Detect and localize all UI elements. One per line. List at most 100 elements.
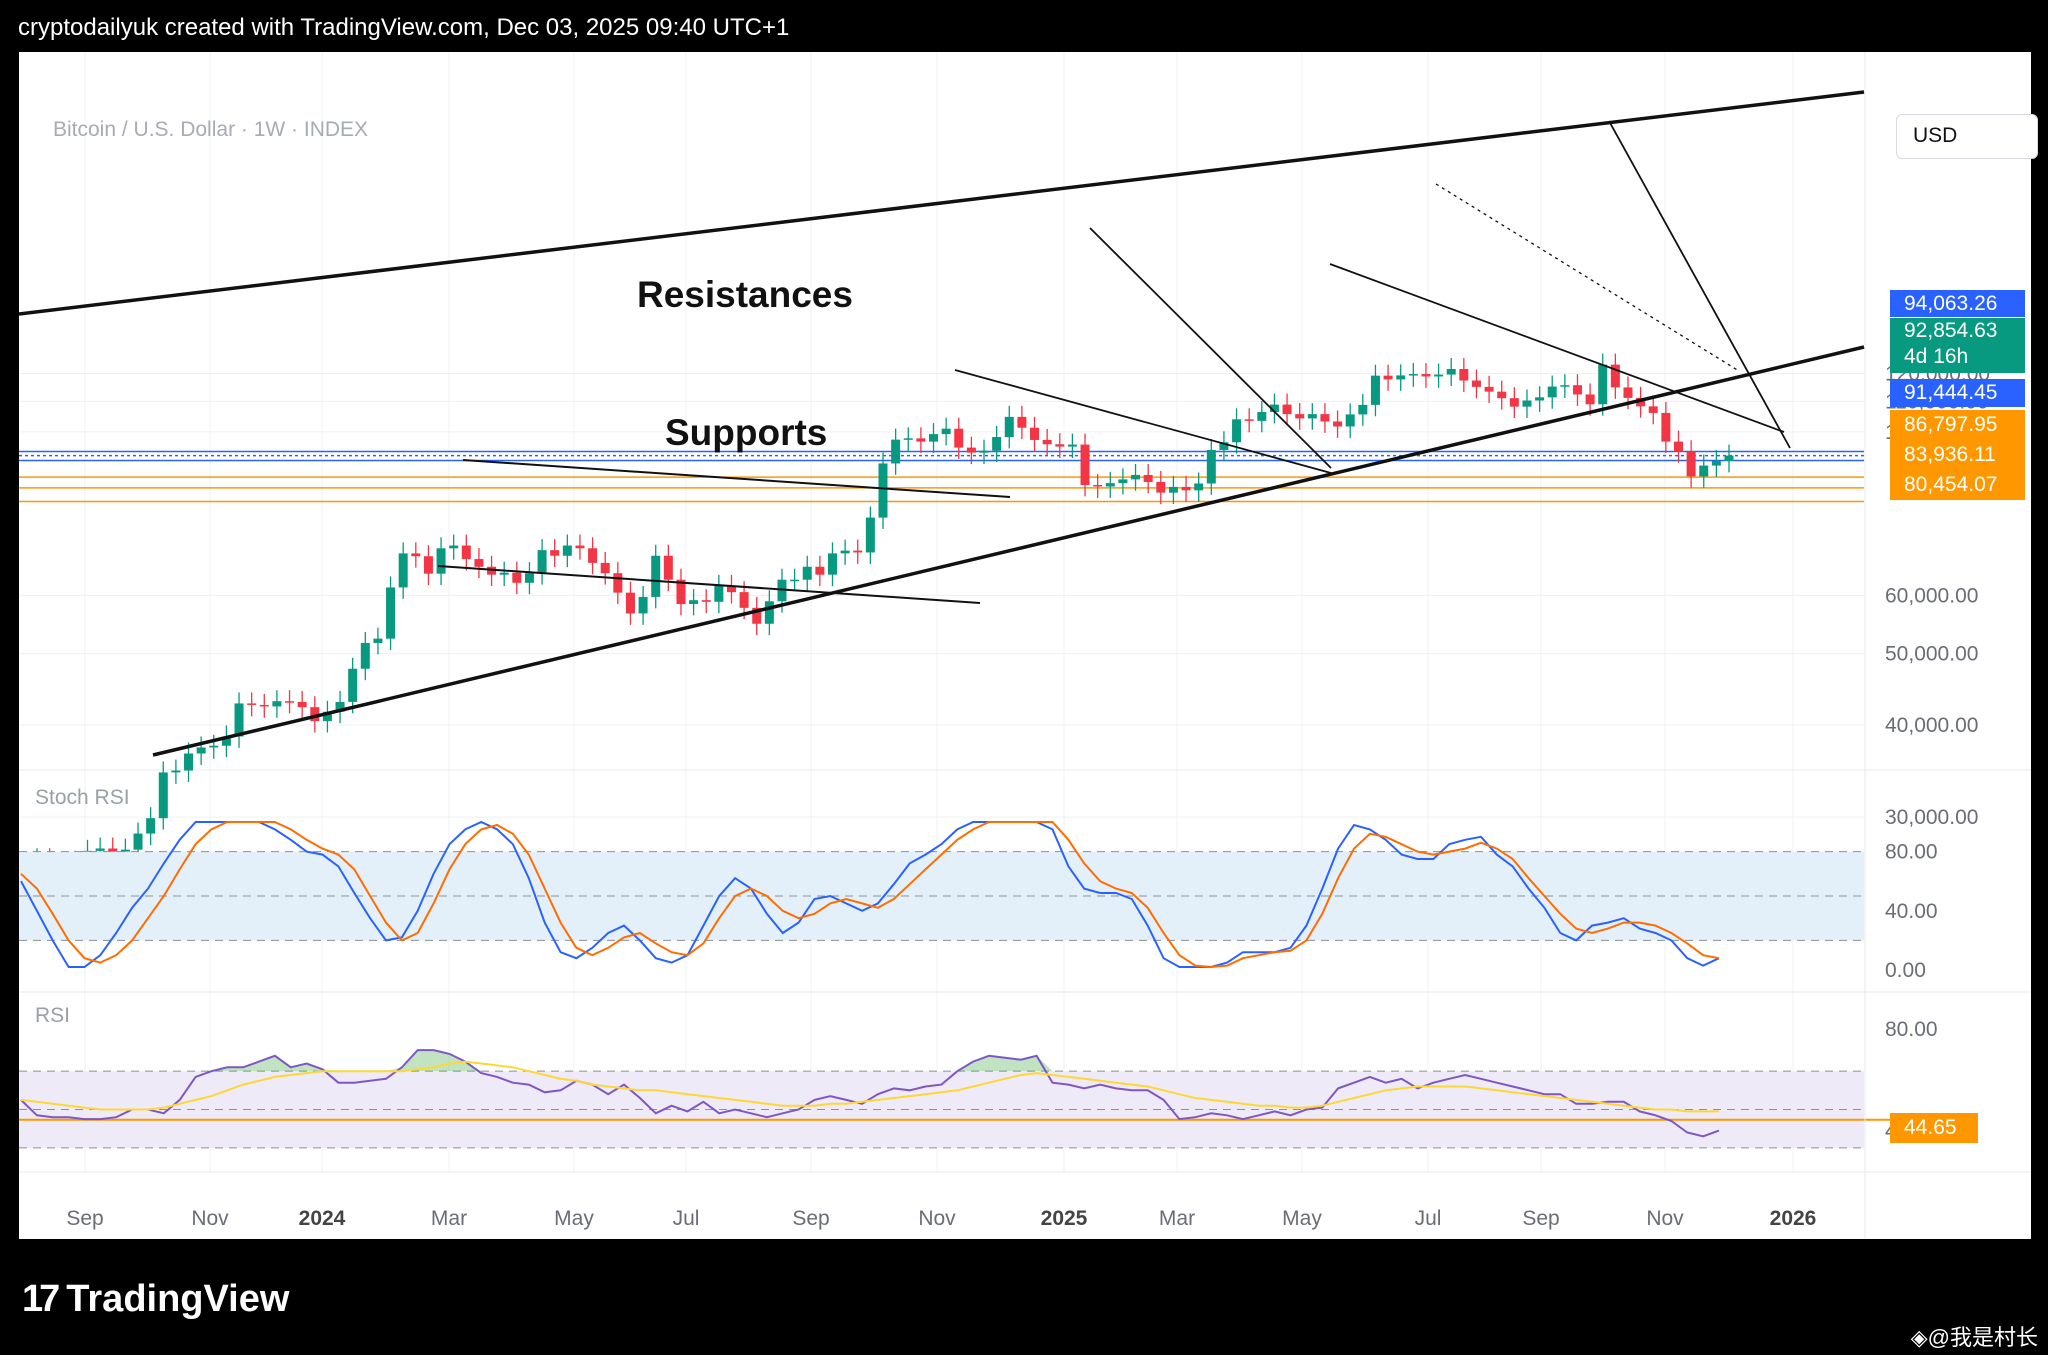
watermark: ◈@我是村长 [1910,1325,2038,1350]
chart-panel[interactable]: 120,000.00110,000.00100,000.0060,000.005… [19,52,2038,1239]
price-chart[interactable]: 120,000.00110,000.00100,000.0060,000.005… [19,52,2031,1239]
time-tick-label: Sep [792,1207,829,1230]
candle-body [1636,397,1646,407]
price-badge-83936: 83,936.11 [1890,440,2025,470]
wedge-lower-line [954,369,1332,474]
candle-body [1345,414,1355,427]
header-bar: cryptodailyuk created with TradingView.c… [0,0,2048,52]
stoch-series-d [20,821,1720,969]
candle-body [903,438,913,440]
candle-body [1535,397,1545,401]
candle-body [1572,385,1582,395]
stoch-tick-label: 40.00 [1885,900,1938,923]
candle-body [461,545,471,560]
candle-body [184,753,194,771]
candle-body [221,736,231,746]
candle-body [487,566,497,575]
rsi-overbought-fill [417,1050,434,1072]
candle-body [1459,369,1469,381]
price-badge-80454: 80,454.07 [1890,470,2025,500]
candle-body [95,848,105,851]
candle-body [1307,414,1317,419]
candle-body [1067,444,1077,447]
candle-body [537,550,547,574]
candle-body [916,438,926,442]
candle-body [1623,387,1633,398]
candle-body [815,566,825,575]
candle-body [1648,406,1658,413]
candle-body [1434,374,1444,377]
candle-body [1686,451,1696,477]
candle-body [1547,386,1557,398]
candle-body [1131,474,1141,480]
candle-body [1333,421,1343,427]
candle-body [499,572,509,575]
candle-body [285,701,295,703]
price-badge-86797: 86,797.95 [1890,410,2025,440]
candle-body [1370,375,1380,405]
time-tick-label: 2025 [1041,1207,1088,1230]
candle-body [1585,394,1595,405]
channel-lower-trendline [152,345,1865,757]
candle-body [764,601,774,624]
candle-body [941,428,951,435]
candle-body [512,572,522,583]
candle-body [1093,485,1103,487]
candle-body [1396,375,1406,380]
candle-body [234,703,244,737]
candle-body [891,439,901,464]
candle-body [524,573,534,583]
candle-body [108,848,118,853]
candle-body [1320,414,1330,422]
candle-body [651,555,661,597]
candle-body [954,428,964,448]
symbol-title: Bitcoin / U.S. Dollar · 1W · INDEX [53,118,369,141]
candle-body [322,711,332,722]
price-tick-label: 40,000.00 [1885,714,1978,737]
current-price-badge: 92,854.63 4d 16h [1890,318,2025,373]
candle-body [146,818,156,834]
candle-body [1699,465,1709,477]
time-tick-label: May [1282,1207,1322,1230]
channel-upper-trendline [19,90,1865,316]
price-badge-91444: 91,444.45 [1890,379,2025,407]
candle-body [625,592,635,614]
candle-body [120,849,130,853]
header-text: cryptodailyuk created with TradingView.c… [18,14,790,41]
candle-body [196,747,206,754]
dotted-trendline [1435,183,1740,372]
candle-countdown: 4d 16h [1904,345,1969,368]
flag-lower-line [437,565,981,604]
candle-body [1471,380,1481,387]
candle-body [449,545,459,549]
candle-body [209,745,219,748]
candle-body [663,555,673,580]
time-tick-label: Mar [431,1207,467,1230]
candle-body [297,701,307,708]
candle-body [386,587,396,639]
candle-body [1661,412,1671,442]
time-tick-label: Nov [918,1207,956,1230]
rsi-series-rsi [20,1049,1720,1138]
descending-upper-line [1608,120,1791,449]
candle-body [1673,441,1683,452]
time-tick-label: Nov [1646,1207,1684,1230]
rsi-series-ma [20,1060,1719,1113]
candle-body [133,833,143,850]
resistances-label: Resistances [637,274,853,315]
candle-body [562,545,572,556]
price-tick-label: 50,000.00 [1885,643,1978,666]
candle-body [1156,481,1166,493]
candle-body [1030,427,1040,440]
candle-body [1244,419,1254,421]
candle-body [1408,374,1418,376]
tradingview-brand[interactable]: 17 TradingView [22,1278,289,1321]
candle-body [739,592,749,608]
candle-body [1105,483,1115,487]
currency-selector[interactable]: USD [1896,114,2038,159]
brand-name: TradingView [66,1278,290,1320]
candle-body [1711,460,1721,466]
candle-body [1118,479,1128,484]
rsi-overbought-fill [973,1055,990,1072]
candle-body [1724,455,1734,461]
